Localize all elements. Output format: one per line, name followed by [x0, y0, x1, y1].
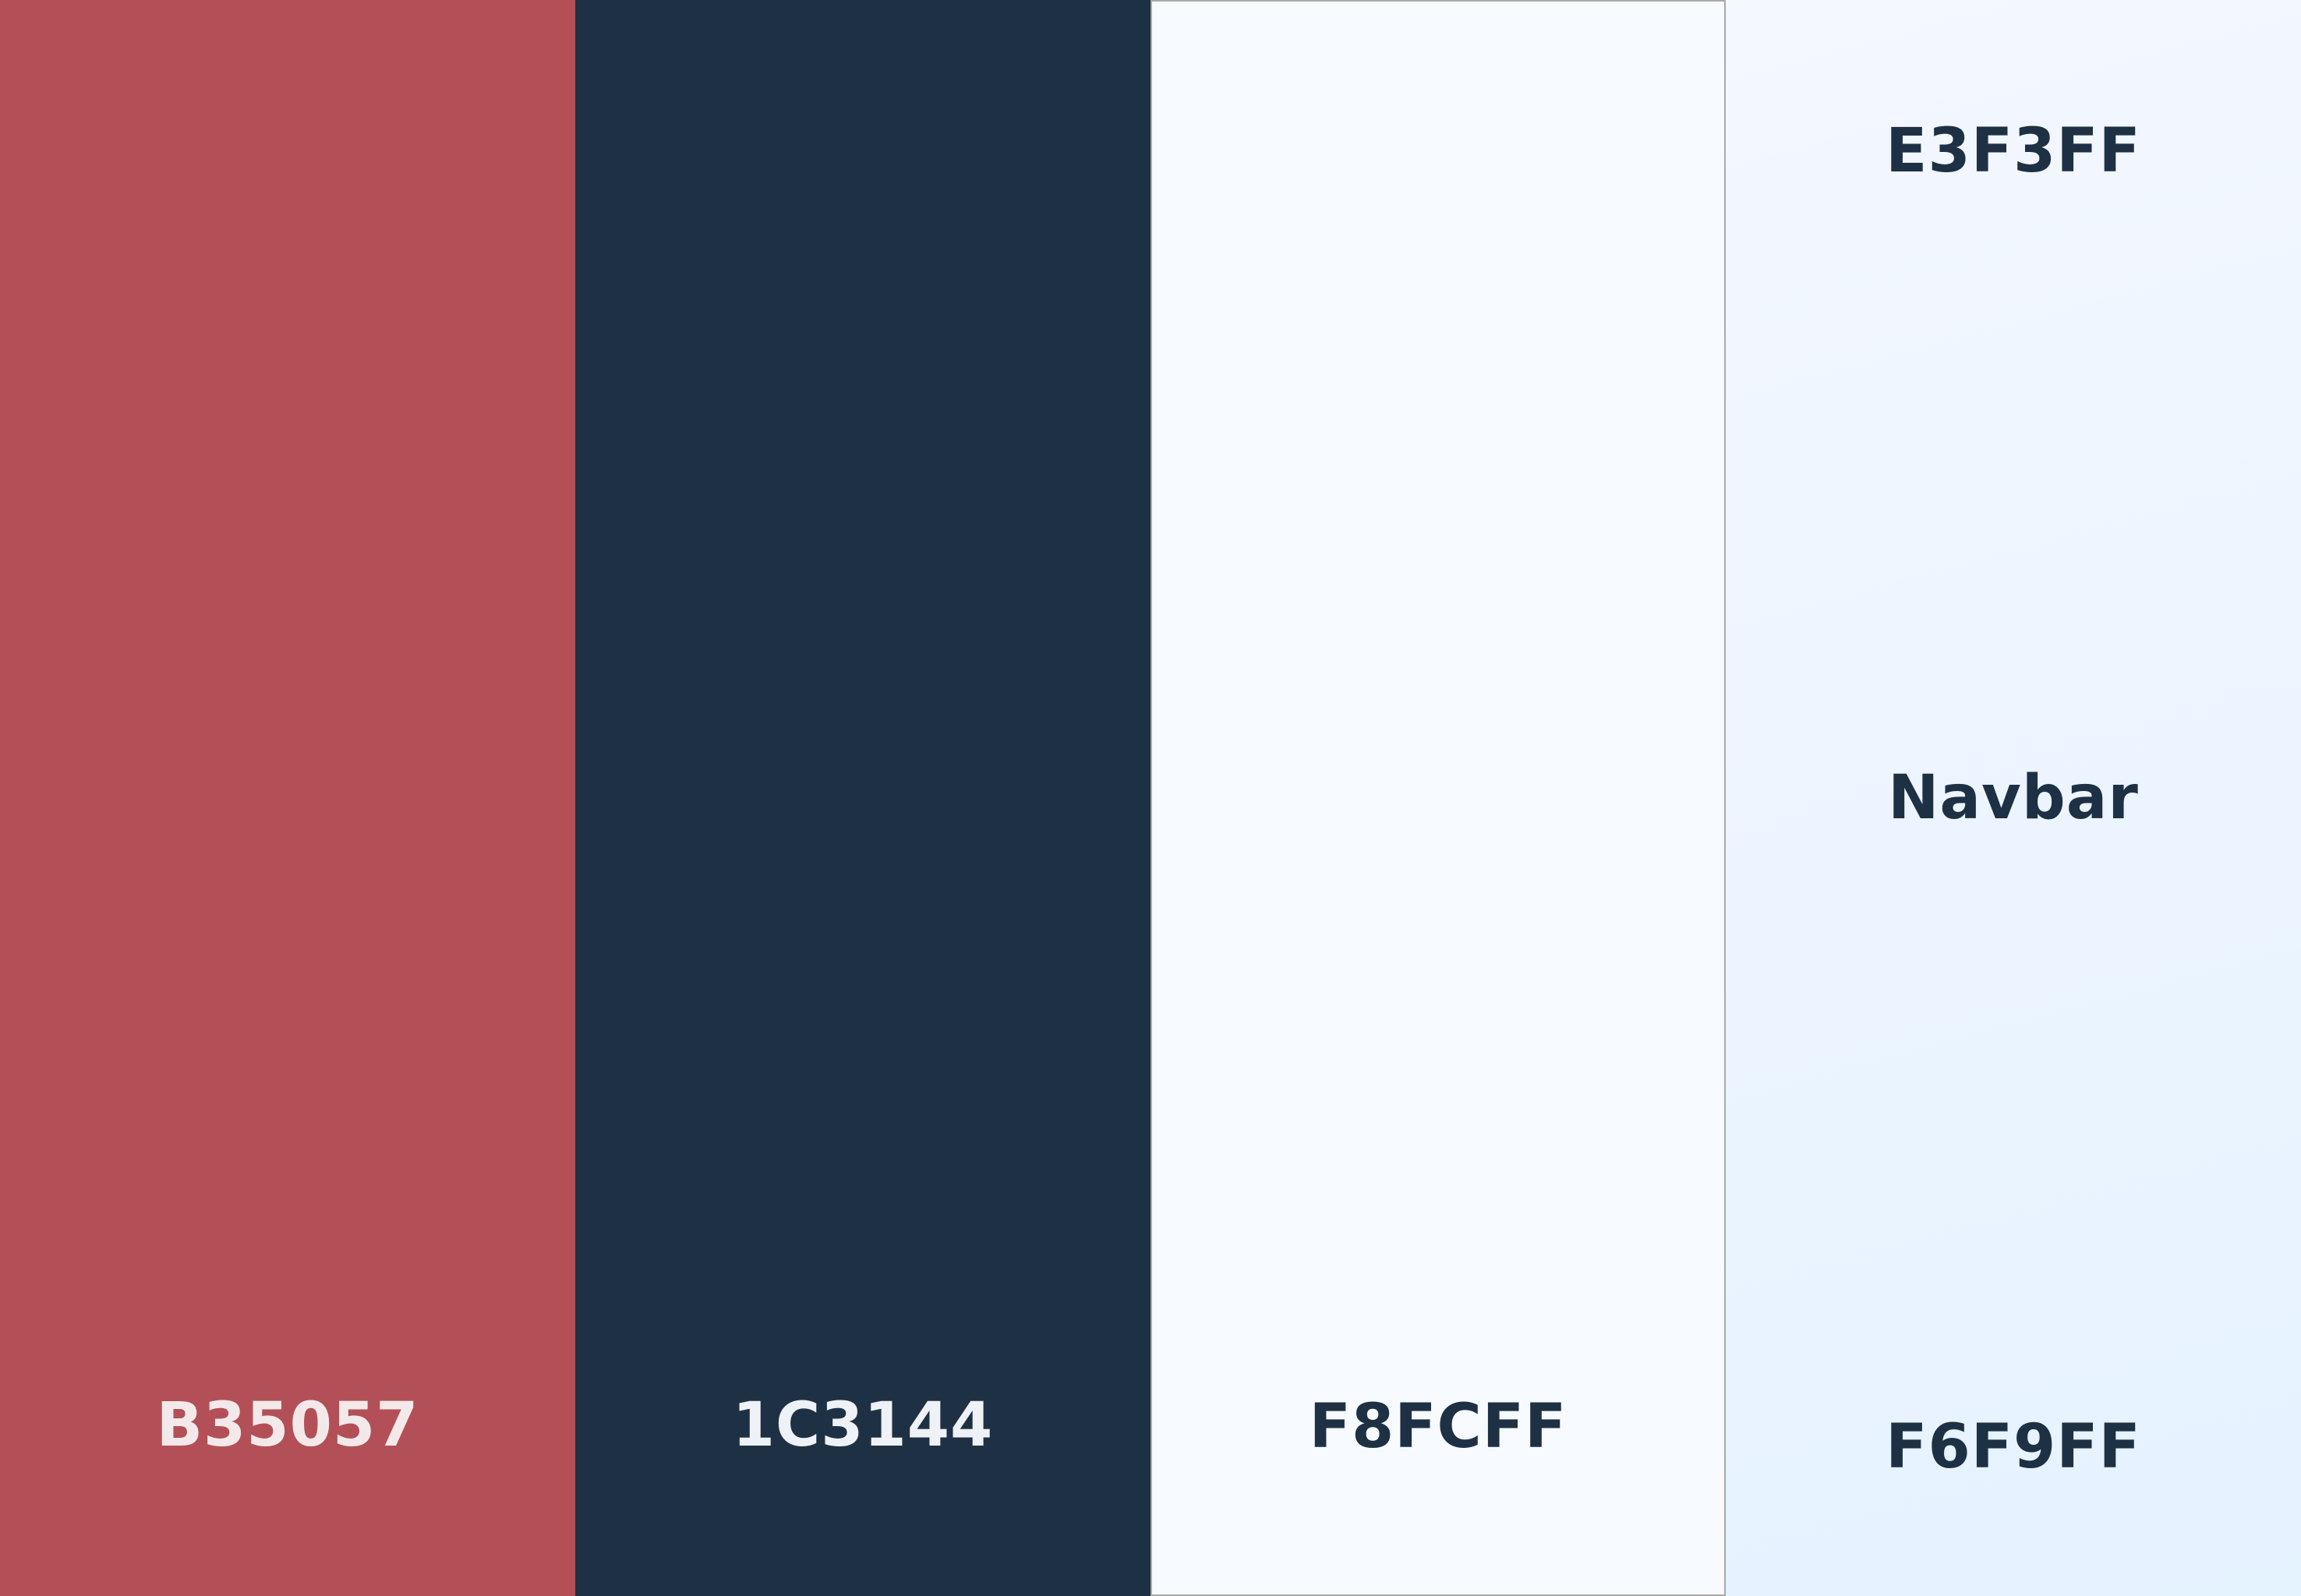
swatch-1c3144: 1C3144 — [575, 0, 1150, 1596]
gradient-bottom-label: F6F9FF — [1886, 1412, 2141, 1482]
swatch-f8fcff: F8FCFF — [1150, 0, 1726, 1596]
swatch-label: 1C3144 — [732, 1390, 994, 1460]
swatch-label: F8FCFF — [1309, 1392, 1568, 1462]
gradient-middle-label: Navbar — [1888, 763, 2139, 833]
swatch-b35057: B35057 — [0, 0, 575, 1596]
gradient-top-label: E3F3FF — [1886, 116, 2141, 186]
swatch-gradient-navbar: E3F3FF Navbar F6F9FF — [1726, 0, 2301, 1596]
swatch-label: B35057 — [156, 1390, 419, 1460]
